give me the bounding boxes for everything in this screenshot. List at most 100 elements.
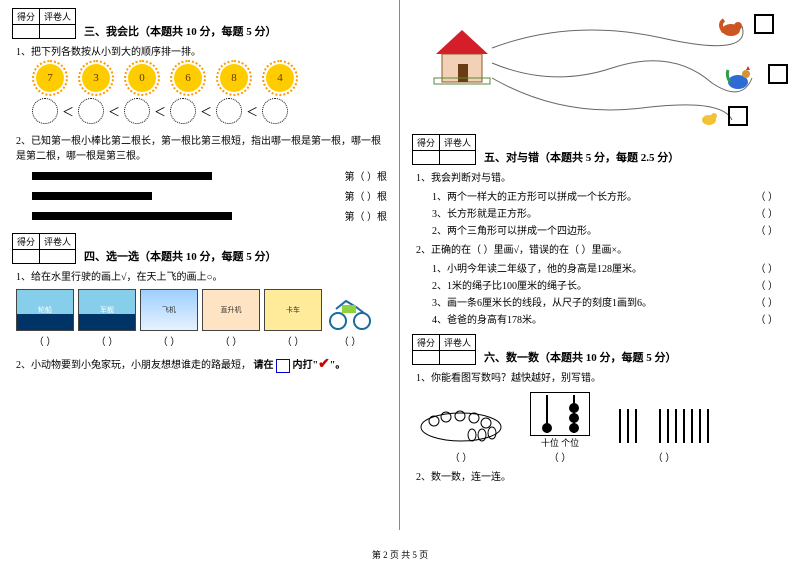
tf-item: 3、画一条6厘米长的线段，从尺子的刻度1画到6。（ ） bbox=[432, 294, 778, 309]
grader-blank[interactable] bbox=[440, 151, 476, 165]
section3-title: 三、我会比（本题共 10 分，每题 5 分） bbox=[84, 23, 277, 39]
section4-header: 得分 评卷人 四、选一选（本题共 10 分，每题 5 分） bbox=[12, 233, 387, 264]
sun-number: 8 bbox=[220, 64, 248, 92]
abacus-label: 十位 个位 bbox=[530, 436, 590, 449]
section6-title: 六、数一数（本题共 10 分，每题 5 分） bbox=[484, 349, 677, 365]
sun-number: 4 bbox=[266, 64, 294, 92]
count-paren[interactable]: （ ） bbox=[530, 449, 590, 464]
blank-order-row: ＜ ＜ ＜ ＜ ＜ bbox=[32, 98, 387, 124]
answer-paren[interactable]: （ ） bbox=[140, 333, 198, 348]
sun-number: 7 bbox=[36, 64, 64, 92]
sticks-block: 第（ ）根 第（ ）根 第（ ）根 bbox=[32, 168, 387, 223]
lt-symbol: ＜ bbox=[200, 103, 212, 120]
count-abacus: 十位 个位 （ ） bbox=[530, 392, 590, 464]
score-table-4: 得分 评卷人 bbox=[12, 233, 76, 264]
s6-q2: 2、数一数，连一连。 bbox=[416, 468, 788, 483]
score-label: 得分 bbox=[413, 335, 440, 351]
tf-blank[interactable]: （ ） bbox=[756, 188, 779, 203]
stick-label[interactable]: 第（ ）根 bbox=[345, 168, 388, 183]
animals-diagram bbox=[412, 8, 788, 128]
count-paren[interactable]: （ ） bbox=[416, 449, 506, 464]
lt-symbol: ＜ bbox=[246, 103, 258, 120]
page-footer: 第 2 页 共 5 页 bbox=[0, 548, 800, 561]
photo-truck: 卡车 bbox=[264, 289, 322, 331]
blank-sun[interactable] bbox=[262, 98, 288, 124]
s4-q2: 2、小动物要到小兔家玩，小朋友想想谁走的路最短， 请在 内打"✔"。 bbox=[16, 356, 387, 373]
checkmark-icon: ✔ bbox=[318, 357, 330, 372]
tf-blank[interactable]: （ ） bbox=[756, 222, 779, 237]
photo-row: 轮船 军舰 飞机 直升机 卡车 bbox=[16, 289, 387, 331]
answer-paren[interactable]: （ ） bbox=[16, 333, 74, 348]
checkbox-inline[interactable] bbox=[276, 359, 290, 373]
tf-text: 2、两个三角形可以拼成一个四边形。 bbox=[432, 222, 597, 237]
score-table-3: 得分 评卷人 bbox=[12, 8, 76, 39]
squirrel-icon bbox=[718, 16, 744, 38]
s4-q2-end: "。 bbox=[330, 360, 346, 371]
tf-blank[interactable]: （ ） bbox=[756, 311, 779, 326]
grader-label: 评卷人 bbox=[440, 335, 476, 351]
score-blank[interactable] bbox=[13, 25, 40, 39]
s4-q2-pre: 2、小动物要到小兔家玩，小朋友想想谁走的路最短， bbox=[16, 360, 251, 371]
blank-sun[interactable] bbox=[170, 98, 196, 124]
score-blank[interactable] bbox=[13, 250, 40, 264]
tf-item: 3、长方形就是正方形。 （ ） bbox=[432, 205, 778, 220]
s6-q1: 1、你能看图写数吗？越快越好，别写错。 bbox=[416, 369, 788, 384]
answer-paren[interactable]: （ ） bbox=[326, 333, 374, 348]
score-blank[interactable] bbox=[413, 351, 440, 365]
tf-blank[interactable]: （ ） bbox=[756, 260, 779, 275]
photo-ship: 轮船 bbox=[16, 289, 74, 331]
grader-blank[interactable] bbox=[440, 351, 476, 365]
grader-label: 评卷人 bbox=[40, 9, 76, 25]
answer-paren[interactable]: （ ） bbox=[264, 333, 322, 348]
page-container: 得分 评卷人 三、我会比（本题共 10 分，每题 5 分） 1、把下列各数按从小… bbox=[0, 0, 800, 530]
blank-sun[interactable] bbox=[78, 98, 104, 124]
s5-q1: 1、我会判断对与错。 bbox=[416, 169, 788, 184]
tf-blank[interactable]: （ ） bbox=[756, 294, 779, 309]
stick-row: 第（ ）根 bbox=[32, 208, 387, 223]
blank-sun[interactable] bbox=[32, 98, 58, 124]
s4-q2-post: 内打" bbox=[293, 360, 319, 371]
sun-number: 3 bbox=[82, 64, 110, 92]
section3-header: 得分 评卷人 三、我会比（本题共 10 分，每题 5 分） bbox=[12, 8, 387, 39]
photo-motorcycle bbox=[326, 289, 374, 331]
stick-label[interactable]: 第（ ）根 bbox=[345, 208, 388, 223]
tf-text: 3、长方形就是正方形。 bbox=[432, 205, 537, 220]
tf-item: 4、爸爸的身高有178米。 （ ） bbox=[432, 311, 778, 326]
photo-plane: 飞机 bbox=[140, 289, 198, 331]
score-label: 得分 bbox=[13, 9, 40, 25]
sun-number: 0 bbox=[128, 64, 156, 92]
grader-blank[interactable] bbox=[40, 25, 76, 39]
left-column: 得分 评卷人 三、我会比（本题共 10 分，每题 5 分） 1、把下列各数按从小… bbox=[0, 0, 400, 530]
tf-blank[interactable]: （ ） bbox=[756, 277, 779, 292]
tf-item: 1、两个一样大的正方形可以拼成一个长方形。（ ） bbox=[432, 188, 778, 203]
lt-symbol: ＜ bbox=[108, 103, 120, 120]
grader-blank[interactable] bbox=[40, 250, 76, 264]
blank-sun[interactable] bbox=[124, 98, 150, 124]
abacus-icon bbox=[530, 392, 590, 436]
lt-symbol: ＜ bbox=[154, 103, 166, 120]
s3-q1: 1、把下列各数按从小到大的顺序排一排。 bbox=[16, 43, 387, 58]
stick-label[interactable]: 第（ ）根 bbox=[345, 188, 388, 203]
score-label: 得分 bbox=[13, 234, 40, 250]
answer-checkbox[interactable] bbox=[754, 14, 774, 34]
s4-q2-mid: 请在 bbox=[254, 360, 274, 371]
rooster-icon bbox=[724, 64, 754, 92]
chick-icon bbox=[700, 110, 718, 126]
stick-bar bbox=[32, 172, 212, 180]
score-table-5: 得分 评卷人 bbox=[412, 134, 476, 165]
score-blank[interactable] bbox=[413, 151, 440, 165]
count-beads: （ ） bbox=[416, 399, 506, 464]
answer-checkbox[interactable] bbox=[768, 64, 788, 84]
blank-sun[interactable] bbox=[216, 98, 242, 124]
stick-row: 第（ ）根 bbox=[32, 168, 387, 183]
answer-checkbox[interactable] bbox=[728, 106, 748, 126]
answer-paren[interactable]: （ ） bbox=[78, 333, 136, 348]
photo-warship: 军舰 bbox=[78, 289, 136, 331]
grader-label: 评卷人 bbox=[440, 135, 476, 151]
count-paren[interactable]: （ ） bbox=[614, 449, 714, 464]
answer-paren[interactable]: （ ） bbox=[202, 333, 260, 348]
beads-icon bbox=[416, 399, 506, 449]
tf-blank[interactable]: （ ） bbox=[756, 205, 779, 220]
paren-row: （ ） （ ） （ ） （ ） （ ） （ ） bbox=[16, 333, 387, 348]
tf-text: 4、爸爸的身高有178米。 bbox=[432, 311, 542, 326]
